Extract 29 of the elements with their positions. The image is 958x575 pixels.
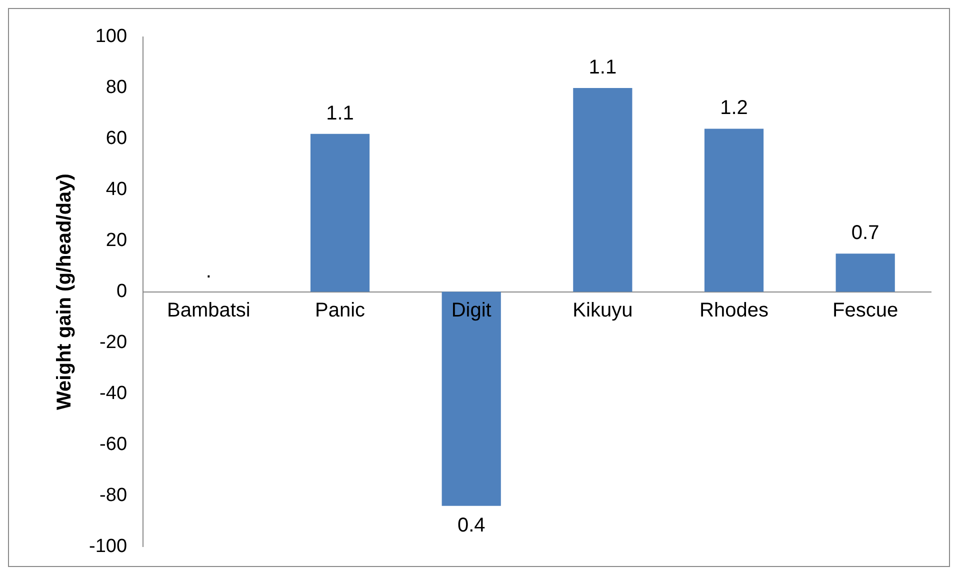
bar: [836, 254, 895, 292]
x-tick-label: Panic: [315, 299, 366, 322]
annotation: 1.2: [720, 97, 748, 120]
x-tick-label: Bambatsi: [167, 299, 250, 322]
y-tick-label: 40: [106, 179, 128, 200]
bar: [573, 88, 632, 292]
y-tick-label: 60: [106, 128, 128, 150]
x-tick-label: Rhodes: [700, 299, 768, 322]
annotation: 1.1: [588, 56, 617, 78]
y-axis-title: Weight gain (g/head/day): [54, 174, 76, 410]
annotation: 1.1: [326, 102, 354, 124]
x-tick-label: Kikuyu: [572, 299, 633, 322]
y-tick-label: -80: [100, 484, 128, 506]
y-tick-label: -40: [100, 382, 128, 404]
y-tick-label: 20: [106, 230, 128, 252]
bar: [442, 292, 501, 506]
annotation: 0.4: [457, 514, 486, 536]
annotation: .: [206, 260, 212, 282]
bar: [310, 134, 370, 292]
y-tick-label: -60: [100, 434, 128, 455]
x-tick-label: Fescue: [832, 299, 898, 322]
x-tick-label: Digit: [451, 299, 492, 322]
y-tick-label: -20: [100, 332, 128, 353]
y-tick-label: 100: [95, 26, 128, 48]
bar: [704, 128, 764, 292]
y-tick-label: 80: [106, 77, 128, 98]
y-tick-label: -100: [88, 536, 128, 557]
y-tick-label: 0: [116, 281, 128, 302]
annotation: 0.7: [851, 222, 880, 244]
